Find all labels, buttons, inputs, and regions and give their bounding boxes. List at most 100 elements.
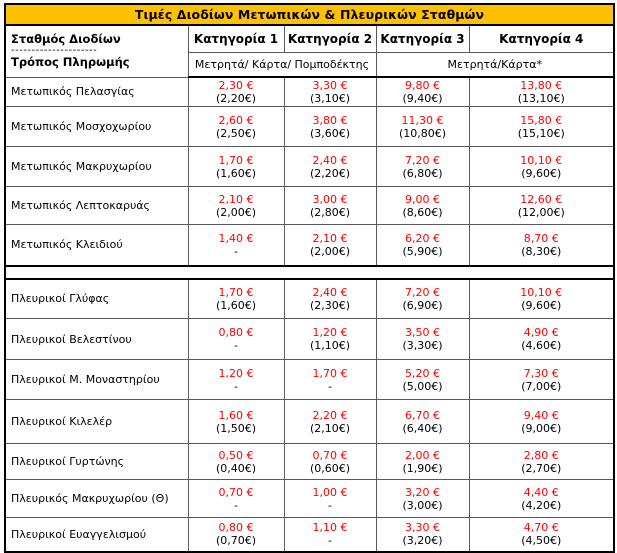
header-station-payment-cell: Σταθμός Διοδίων --------------------- Τρ… (4, 24, 189, 78)
toll-price: 1,70 € (218, 285, 254, 299)
toll-price: 2,00 € (405, 448, 440, 462)
toll-price: 7,20 € (405, 153, 440, 167)
toll-price-discount: (1,10€) (309, 339, 351, 352)
toll-price-discount: - (234, 244, 238, 258)
toll-fare-cell: 12,60 € (12,00€) (468, 186, 615, 225)
toll-fare-cell: 9,40 € (9,00€) (468, 399, 615, 444)
table-row: Πλευρικοί Βελεστίνου 0,80 € -1,20 € (1,10€)… (4, 318, 615, 360)
toll-price: 2,20 € (312, 408, 348, 422)
toll-price-discount: (5,00€) (402, 379, 443, 393)
toll-price-discount: (3,20€) (402, 534, 443, 548)
toll-fare-cell: 1,00 € - (283, 479, 377, 518)
toll-price-discount: (3,00€) (402, 498, 443, 512)
toll-price-discount: (0,60€) (309, 461, 351, 475)
table-row: Πλευρικοί Γυρτώνης 0,50 € (0,40€) 0,70 € (0,… (4, 443, 615, 480)
toll-table-body: Μετωπικός Πελασγίας 2,30 € (2,20€) 3,30 € (3… (4, 76, 615, 552)
toll-price-discount: (1,60€) (215, 298, 257, 312)
toll-price: 2,60 € (218, 113, 254, 127)
toll-fare-cell: 2,10 € (2,00€) (283, 224, 377, 266)
table-row: Πλευρικοί Κιλελέρ 1,60 € (1,50€) 2,20 € (2,1… (4, 399, 615, 444)
toll-price: 0,70 € (312, 448, 348, 462)
toll-fare-cell: 4,40 € (4,20€) (468, 479, 615, 518)
toll-price-discount: (3,10€) (309, 92, 351, 105)
toll-price-discount: (2,80€) (309, 205, 351, 219)
toll-fare-cell: 1,20 € - (187, 359, 285, 400)
toll-price: 6,20 € (405, 231, 440, 245)
table-row: Πλευρικοί Ευαγγελισμού 0,80 € (0,70€) 1,10 … (4, 517, 615, 552)
toll-price: 2,40 € (312, 153, 348, 167)
toll-price-discount: (12,00€) (517, 205, 565, 219)
toll-price-discount: - (328, 498, 332, 512)
toll-price-discount: (3,30€) (402, 339, 443, 352)
toll-fare-cell: 1,40 € - (187, 224, 285, 266)
toll-fare-cell: 1,70 € (1,60€) (187, 278, 285, 319)
toll-price-discount: (9,60€) (521, 298, 562, 312)
toll-fare-cell: 2,10 € (2,00€) (187, 186, 285, 225)
toll-price: 1,40 € (218, 231, 254, 245)
toll-price: 2,40 € (312, 285, 348, 299)
toll-price: 7,30 € (523, 366, 559, 380)
header-category-2: Κατηγορία 2 (283, 24, 377, 53)
toll-price: 1,00 € (312, 485, 348, 499)
station-name: Μετωπικός Μοσχοχωρίου (4, 106, 189, 147)
station-name: Πλευρικοί Ευαγγελισμού (4, 517, 189, 552)
station-name: Πλευρικός Μακρυχωρίου (Θ) (4, 479, 189, 518)
toll-fare-cell: 0,70 € (0,60€) (283, 443, 377, 480)
station-name: Πλευρικοί Γυρτώνης (4, 443, 189, 480)
toll-price-discount: (2,50€) (215, 126, 257, 140)
toll-price-discount: (4,50€) (521, 534, 562, 548)
table-title: Τιμές Διοδίων Μετωπικών & Πλευρικών Σταθ… (4, 3, 615, 26)
toll-price-discount: (4,60€) (521, 339, 562, 352)
table-row: Μετωπικός Μακρυχωρίου 1,70 € (1,60€) 2,40 €… (4, 146, 615, 187)
toll-price-discount: - (234, 339, 238, 352)
toll-price-discount: (2,30€) (309, 298, 351, 312)
table-row: Μετωπικός Κλειδιού 1,40 € -2,10 € (2,00€) 6,… (4, 224, 615, 266)
station-name: Μετωπικός Πελασγίας (4, 76, 189, 107)
payment-method-label: Τρόπος Πληρωμής (11, 55, 130, 70)
toll-price-discount: (2,10€) (309, 421, 351, 435)
toll-price: 2,30 € (218, 79, 254, 92)
toll-fare-cell: 7,30 € (7,00€) (468, 359, 615, 400)
toll-fare-cell: 4,70 € (4,50€) (468, 517, 615, 552)
section-separator (5, 264, 615, 280)
toll-price-discount: (2,00€) (309, 244, 351, 258)
table-row: Πλευρικός Μακρυχωρίου (Θ) 0,70 € -1,00 € -3… (4, 479, 615, 518)
station-name: Μετωπικός Κλειδιού (4, 224, 189, 266)
table-row: Μετωπικός Μοσχοχωρίου 2,60 € (2,50€) 3,80 €… (4, 106, 615, 147)
toll-fare-cell: 2,00 € (1,90€) (375, 443, 470, 480)
toll-fare-cell: 2,40 € (2,20€) (283, 146, 377, 187)
toll-price: 9,40 € (523, 408, 559, 422)
toll-price: 9,00 € (405, 192, 440, 206)
toll-price: 3,80 € (312, 113, 348, 127)
toll-fare-cell: 2,30 € (2,20€) (187, 76, 285, 107)
toll-price-discount: (10,80€) (398, 126, 447, 140)
station-name: Πλευρικοί Κιλελέρ (4, 399, 189, 444)
toll-fare-cell: 4,90 € (4,60€) (468, 318, 615, 360)
toll-price-discount: (13,10€) (517, 92, 565, 105)
toll-price-discount: (1,50€) (215, 421, 257, 435)
toll-fare-cell: 2,80 € (2,70€) (468, 443, 615, 480)
toll-price: 0,80 € (218, 326, 254, 339)
toll-price: 4,90 € (523, 326, 559, 339)
toll-price-discount: (8,60€) (402, 205, 443, 219)
toll-price: 15,80 € (520, 113, 563, 127)
toll-fare-cell: 10,10 € (9,60€) (468, 278, 615, 319)
toll-price: 1,70 € (312, 366, 348, 380)
toll-price-discount: (6,80€) (402, 166, 443, 180)
toll-fare-cell: 1,10 € - (283, 517, 377, 552)
toll-fare-cell: 3,30 € (3,20€) (375, 517, 470, 552)
toll-price-discount: (9,00€) (521, 421, 562, 435)
toll-price-discount: (6,90€) (402, 298, 443, 312)
toll-price: 13,80 € (520, 79, 563, 92)
toll-price: 0,80 € (218, 521, 254, 535)
toll-fare-cell: 0,80 € (0,70€) (187, 517, 285, 552)
toll-price: 3,30 € (312, 79, 348, 92)
toll-fare-cell: 0,50 € (0,40€) (187, 443, 285, 480)
toll-price-discount: (1,60€) (215, 166, 257, 180)
toll-price: 4,70 € (523, 521, 559, 535)
toll-price: 1,70 € (218, 153, 254, 167)
toll-price: 0,70 € (218, 485, 254, 499)
toll-price-discount: (1,90€) (402, 461, 443, 475)
toll-price: 10,10 € (520, 285, 563, 299)
